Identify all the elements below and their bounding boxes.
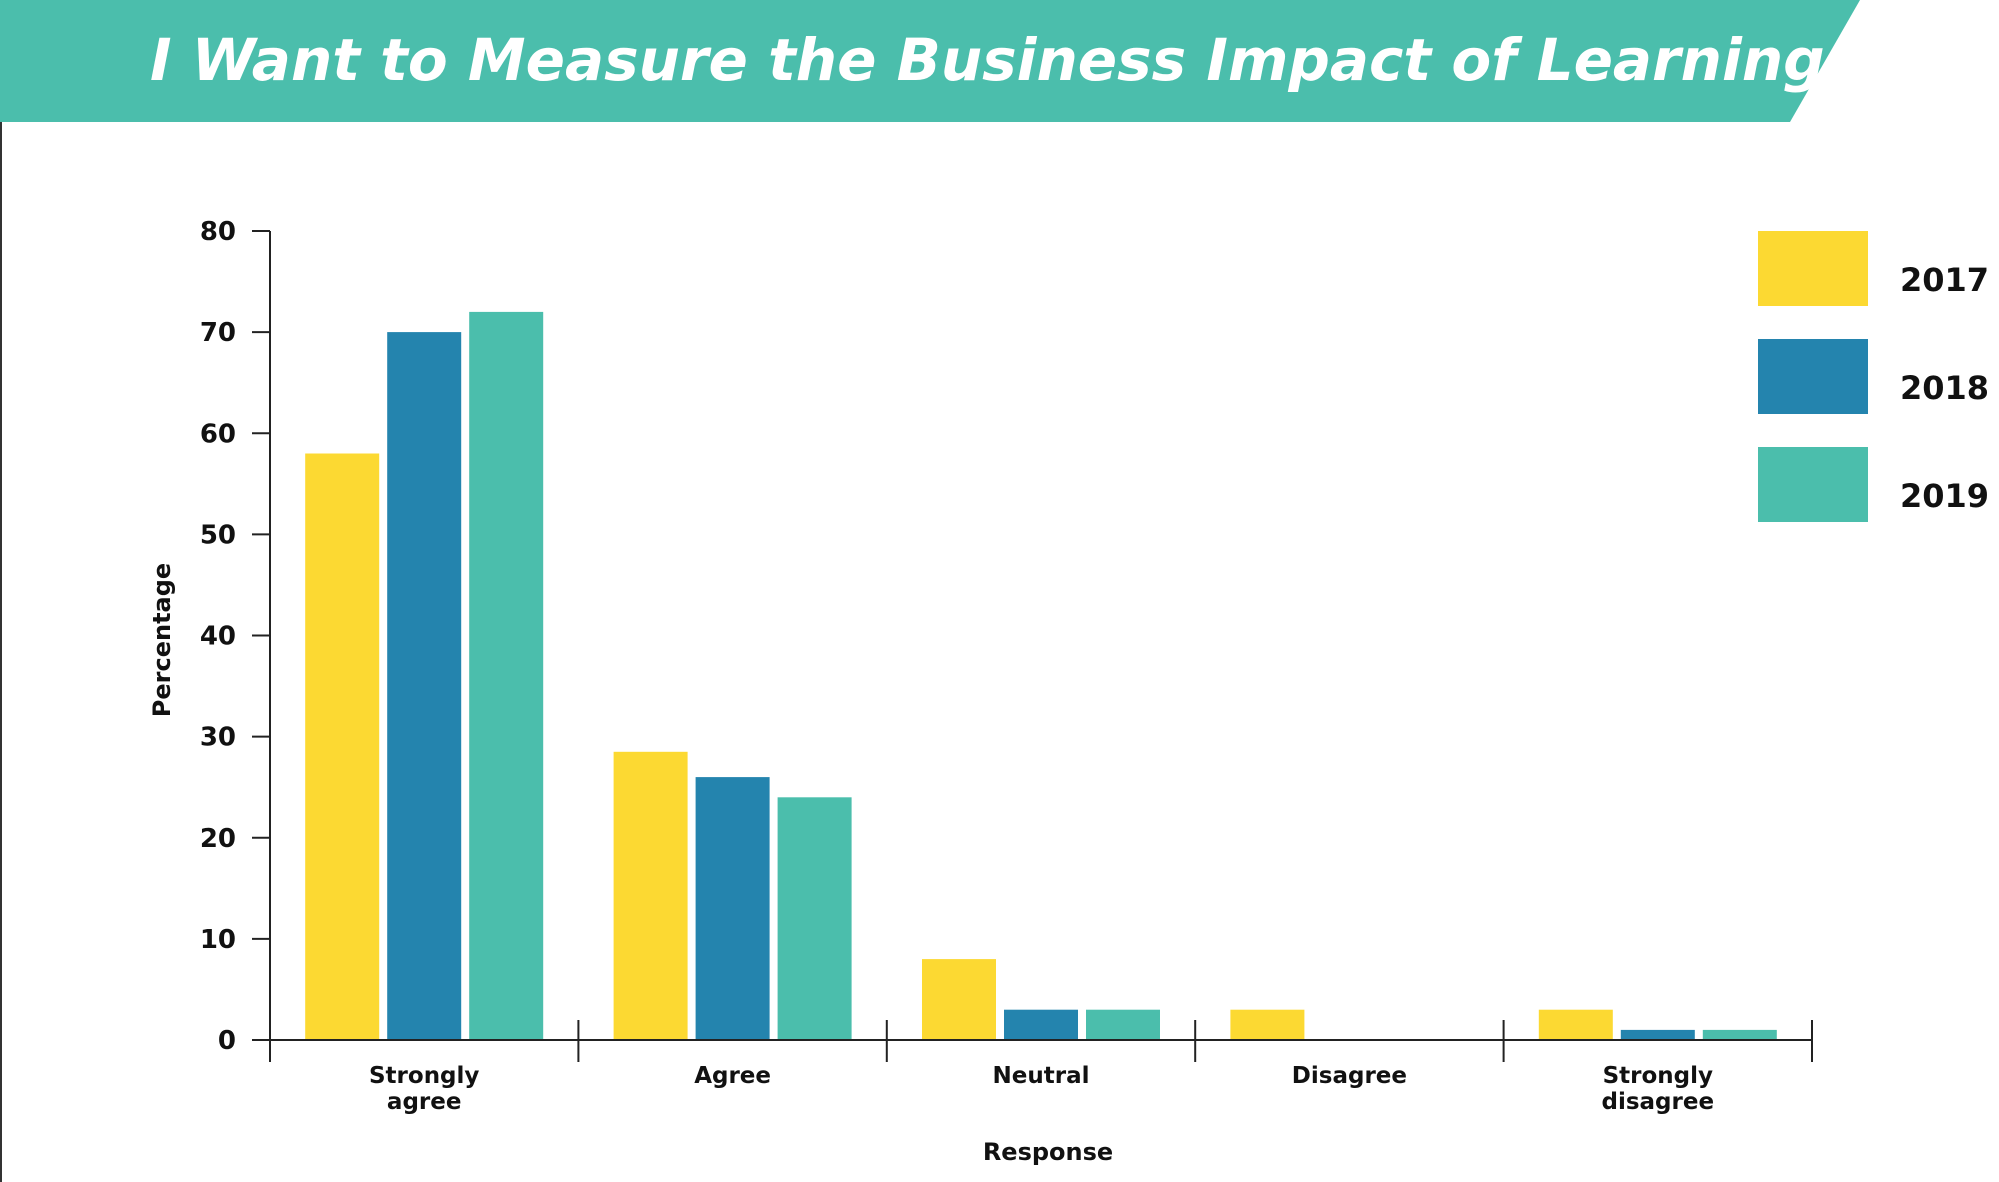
bar-2018-2	[1004, 1009, 1078, 1040]
bar-group	[305, 311, 1777, 1041]
x-axis-title: Response	[983, 1138, 1113, 1166]
bar-2017-1	[613, 751, 688, 1040]
x-category-label: Agree	[694, 1063, 771, 1089]
bar-2018-1	[695, 777, 770, 1040]
legend: 2017 2018 2019	[1758, 231, 1989, 522]
legend-label-2017: 2017	[1900, 261, 1989, 299]
x-category-label: Strongly disagree	[1602, 1063, 1715, 1115]
y-tick-label: 0	[218, 1026, 236, 1056]
bar-2019-2	[1086, 1009, 1160, 1040]
bar-2017-2	[922, 959, 996, 1040]
y-tick-label: 10	[200, 925, 236, 955]
y-tick-label: 80	[200, 217, 236, 247]
y-tick-label: 50	[200, 520, 236, 550]
bar-2019-0	[469, 311, 544, 1040]
bar-2017-3	[1230, 1009, 1305, 1040]
y-tick-label: 20	[200, 824, 236, 854]
y-tick-label: 60	[200, 419, 236, 449]
legend-swatch-2017	[1758, 231, 1868, 306]
x-category-label: Neutral	[993, 1063, 1090, 1089]
x-category-label: Strongly agree	[369, 1063, 479, 1115]
x-axis-categories: Strongly agree Agree Neutral Disagree Strongl…	[369, 1063, 1714, 1115]
y-axis-ticks: 0 10 20 30 40 50 60 70 80	[200, 217, 270, 1056]
legend-swatch-2019	[1758, 447, 1868, 522]
bar-2019-4	[1702, 1029, 1777, 1040]
bar-2018-4	[1620, 1029, 1695, 1040]
x-category-label: Disagree	[1292, 1063, 1407, 1089]
title-banner	[0, 0, 1860, 122]
legend-label-2019: 2019	[1900, 477, 1989, 515]
axes	[269, 231, 1813, 1062]
y-axis-title: Percentage	[148, 563, 176, 717]
bar-2019-1	[777, 797, 852, 1040]
bar-2017-4	[1538, 1009, 1613, 1040]
legend-swatch-2018	[1758, 339, 1868, 414]
y-tick-label: 30	[200, 723, 236, 753]
y-tick-label: 40	[200, 622, 236, 652]
chart-title: I Want to Measure the Business Impact of…	[150, 26, 1999, 94]
bar-2018-0	[387, 332, 462, 1041]
bar-2017-0	[305, 453, 380, 1040]
legend-label-2018: 2018	[1900, 369, 1989, 407]
y-tick-label: 70	[200, 318, 236, 348]
